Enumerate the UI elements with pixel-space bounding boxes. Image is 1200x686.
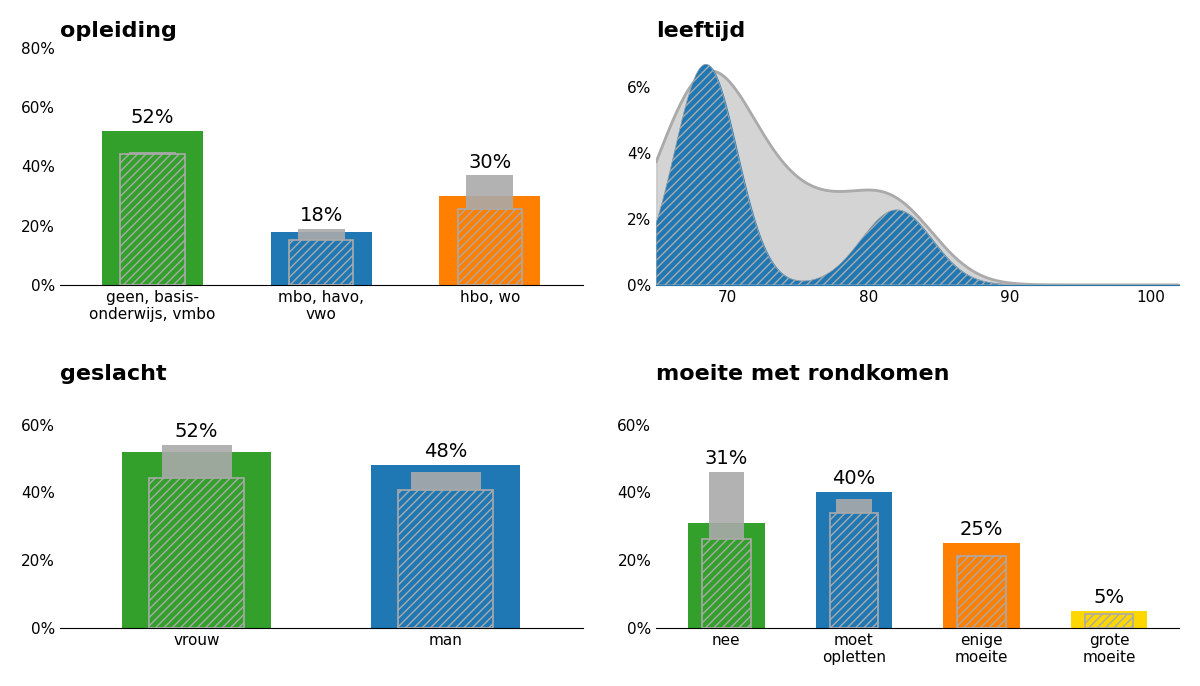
Bar [270,232,372,285]
Text: 48%: 48% [424,442,467,462]
Bar [829,513,878,628]
Text: 52%: 52% [131,108,174,128]
Text: 31%: 31% [704,449,748,468]
Bar [289,239,353,285]
Bar [298,228,344,285]
Text: opleiding: opleiding [60,21,176,41]
Bar [162,445,232,628]
Bar [964,584,1000,628]
Text: 5%: 5% [1093,588,1124,607]
Bar [708,472,744,628]
Bar [102,131,203,285]
Text: 25%: 25% [960,520,1003,539]
Text: moeite met rondkomen: moeite met rondkomen [656,364,949,384]
Bar [1085,613,1133,628]
Text: 30%: 30% [468,153,511,172]
Bar [122,452,271,628]
Bar [458,209,522,285]
Bar [1070,611,1147,628]
Bar [371,465,521,628]
Bar [943,543,1020,628]
Text: 18%: 18% [300,206,343,225]
Bar [467,176,514,285]
Bar [120,154,185,285]
Bar [149,478,244,628]
Bar [128,152,176,285]
Bar [816,493,892,628]
Bar [702,539,751,628]
Text: 52%: 52% [175,422,218,441]
Bar [398,490,493,628]
Bar [439,196,540,285]
Text: leeftijd: leeftijd [656,21,745,41]
Text: 40%: 40% [833,469,876,488]
Bar [958,556,1006,628]
Bar [688,523,764,628]
Text: geslacht: geslacht [60,364,167,384]
Bar [1091,615,1127,628]
Bar [410,472,480,628]
Bar [836,499,871,628]
